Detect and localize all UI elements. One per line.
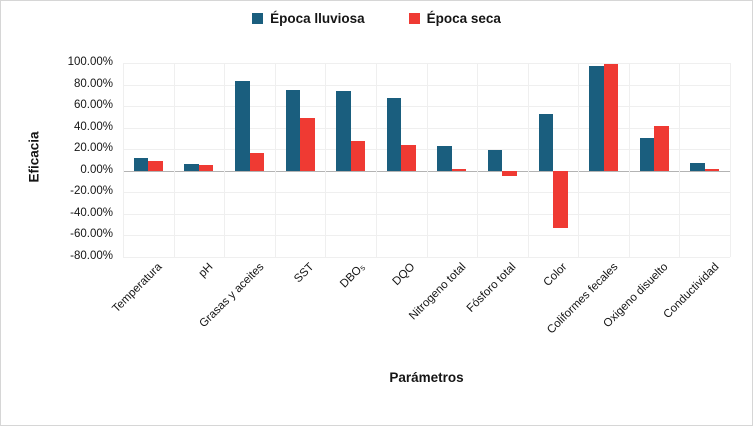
- x-axis-title: Parámetros: [389, 370, 464, 385]
- bar: [538, 114, 553, 171]
- bar: [133, 157, 149, 171]
- gridline-vertical: [730, 63, 731, 257]
- bar: [589, 65, 604, 171]
- plot-area: [123, 63, 731, 258]
- x-axis-ticks: Temperatura pH Grasas y aceites SST DBO₅ DQO N…: [111, 261, 730, 381]
- bar: [553, 170, 568, 228]
- bar: [336, 91, 351, 171]
- legend: Época lluviosa Época seca: [1, 11, 752, 26]
- gridline-vertical: [477, 63, 479, 257]
- bar: [639, 138, 655, 171]
- gridline-vertical: [679, 63, 681, 257]
- legend-swatch-icon: [252, 13, 264, 24]
- bar: [235, 80, 250, 171]
- y-tick-label: 60.00%: [73, 99, 113, 112]
- bar: [690, 163, 705, 171]
- bar: [184, 164, 199, 171]
- bar: [487, 150, 503, 171]
- gridline-vertical: [325, 63, 327, 257]
- bar: [198, 164, 214, 171]
- legend-label: Época seca: [426, 11, 501, 26]
- gridline-vertical: [628, 63, 630, 257]
- gridline-vertical: [578, 63, 580, 257]
- bar: [249, 152, 264, 171]
- bar: [437, 146, 452, 171]
- y-tick-label: 40.00%: [73, 120, 113, 133]
- y-tick-label: -40.00%: [70, 206, 113, 219]
- y-tick-label: 20.00%: [73, 142, 113, 155]
- y-tick-label: -60.00%: [70, 228, 113, 241]
- gridline-vertical: [173, 63, 175, 257]
- bar: [451, 168, 467, 171]
- y-tick-label: -80.00%: [70, 250, 113, 262]
- gridline-vertical: [123, 63, 124, 257]
- bar: [350, 140, 366, 171]
- legend-item-0: Época lluviosa: [252, 11, 365, 26]
- gridline-vertical: [426, 63, 428, 257]
- y-tick-label: 0.00%: [80, 163, 113, 176]
- legend-label: Época lluviosa: [270, 11, 365, 26]
- bar: [386, 97, 402, 171]
- gridline-vertical: [375, 63, 377, 257]
- bar: [704, 169, 720, 171]
- legend-swatch-icon: [408, 13, 420, 24]
- bar: [285, 89, 300, 171]
- bar: [502, 170, 517, 176]
- bar: [401, 144, 416, 171]
- bar: [300, 118, 315, 171]
- y-tick-label: -20.00%: [70, 185, 113, 198]
- gridline: [123, 257, 730, 258]
- gridline-vertical: [527, 63, 529, 257]
- y-tick-label: 80.00%: [73, 77, 113, 90]
- bar: [603, 63, 618, 171]
- gridline-vertical: [224, 63, 226, 257]
- bar: [654, 125, 669, 171]
- y-tick-label: 100.00%: [67, 56, 113, 68]
- legend-item-1: Época seca: [408, 11, 501, 26]
- y-axis-ticks: 100.00% 80.00% 60.00% 40.00% 20.00% 0.00% -20.…: [1, 56, 113, 262]
- gridline-vertical: [274, 63, 276, 257]
- bar: [148, 160, 163, 171]
